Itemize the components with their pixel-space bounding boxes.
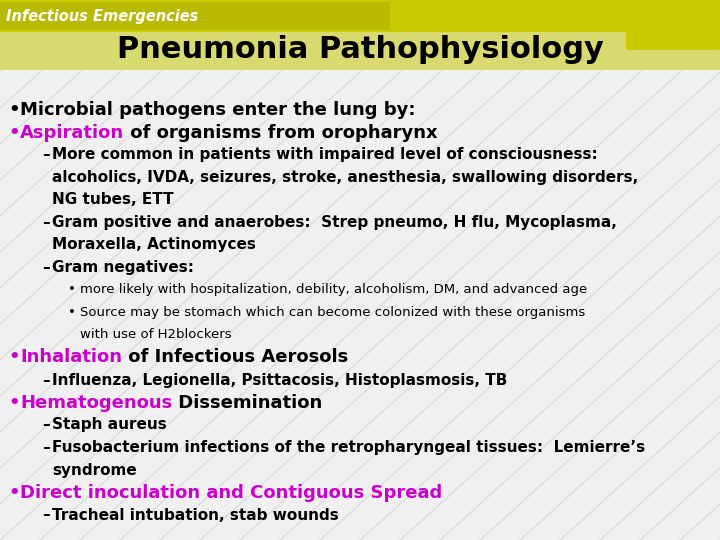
Text: More common in patients with impaired level of consciousness:: More common in patients with impaired le… — [52, 147, 598, 163]
Text: •: • — [8, 101, 19, 119]
Text: •: • — [8, 394, 19, 411]
Text: •: • — [8, 348, 19, 367]
Text: Aspiration: Aspiration — [20, 124, 124, 141]
Text: more likely with hospitalization, debility, alcoholism, DM, and advanced age: more likely with hospitalization, debili… — [80, 284, 588, 296]
Text: syndrome: syndrome — [52, 462, 137, 477]
FancyBboxPatch shape — [626, 0, 720, 50]
Text: Dissemination: Dissemination — [172, 394, 323, 411]
Text: Fusobacterium infections of the retropharyngeal tissues:  Lemierre’s: Fusobacterium infections of the retropha… — [52, 440, 645, 455]
Text: with use of H2blockers: with use of H2blockers — [80, 328, 232, 341]
Text: Inhalation: Inhalation — [20, 348, 122, 367]
Text: Tracheal intubation, stab wounds: Tracheal intubation, stab wounds — [52, 508, 338, 523]
Text: Pneumonia Pathophysiology: Pneumonia Pathophysiology — [117, 35, 603, 64]
Text: –: – — [42, 417, 50, 433]
Bar — [0, 0, 720, 32]
Text: Source may be stomach which can become colonized with these organisms: Source may be stomach which can become c… — [80, 306, 585, 319]
Text: Microbial pathogens enter the lung by:: Microbial pathogens enter the lung by: — [20, 101, 415, 119]
Text: –: – — [42, 215, 50, 230]
Text: Infectious Emergencies: Infectious Emergencies — [6, 9, 199, 24]
Text: •: • — [68, 284, 76, 296]
Text: –: – — [42, 260, 50, 275]
Text: Influenza, Legionella, Psittacosis, Histoplasmosis, TB: Influenza, Legionella, Psittacosis, Hist… — [52, 373, 508, 388]
Bar — [0, 28, 720, 70]
Text: of Infectious Aerosols: of Infectious Aerosols — [122, 348, 348, 367]
Text: Direct inoculation and Contiguous Spread: Direct inoculation and Contiguous Spread — [20, 483, 442, 502]
Text: •: • — [8, 124, 19, 141]
Text: alcoholics, IVDA, seizures, stroke, anesthesia, swallowing disorders,: alcoholics, IVDA, seizures, stroke, anes… — [52, 170, 638, 185]
Bar — [0, 2, 390, 30]
Text: Staph aureus: Staph aureus — [52, 417, 167, 433]
Text: –: – — [42, 373, 50, 388]
Text: –: – — [42, 508, 50, 523]
Text: –: – — [42, 147, 50, 163]
Text: –: – — [42, 440, 50, 455]
Text: •: • — [8, 483, 19, 502]
Text: •: • — [68, 306, 76, 319]
Text: Moraxella, Actinomyces: Moraxella, Actinomyces — [52, 238, 256, 253]
Text: Gram negatives:: Gram negatives: — [52, 260, 194, 275]
Text: Gram positive and anaerobes:  Strep pneumo, H flu, Mycoplasma,: Gram positive and anaerobes: Strep pneum… — [52, 215, 617, 230]
Text: Hematogenous: Hematogenous — [20, 394, 172, 411]
Text: of organisms from oropharynx: of organisms from oropharynx — [124, 124, 438, 141]
Text: NG tubes, ETT: NG tubes, ETT — [52, 192, 174, 207]
